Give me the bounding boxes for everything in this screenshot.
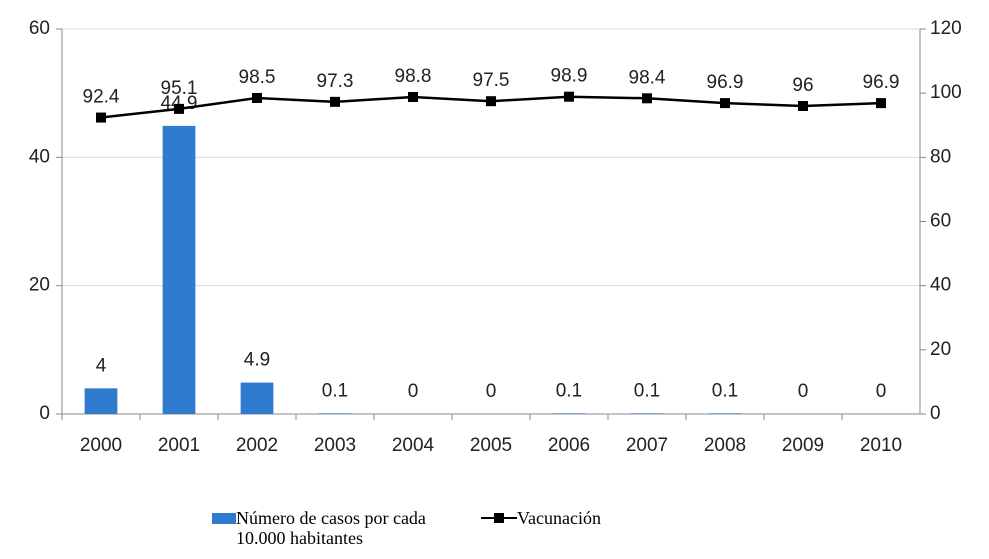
line-value-label: 95.1 — [161, 78, 198, 99]
x-tick-label: 2000 — [80, 435, 122, 456]
line-value-label: 98.4 — [629, 67, 666, 88]
line-marker — [876, 98, 886, 109]
legend-item: Vacunación — [481, 508, 601, 548]
line-marker — [798, 101, 808, 111]
x-tick-label: 2009 — [782, 435, 824, 456]
line-marker — [486, 96, 496, 107]
x-tick-label: 2002 — [236, 435, 278, 456]
y2-tick-label: 20 — [930, 339, 951, 360]
x-tick-label: 2001 — [158, 435, 200, 456]
legend-swatch — [212, 513, 236, 524]
line-value-label: 96.9 — [863, 72, 900, 93]
bar-value-label: 4.9 — [244, 350, 270, 371]
line-marker — [174, 103, 184, 114]
line-marker — [720, 98, 730, 109]
bar — [552, 413, 586, 414]
bar-value-label: 0.1 — [322, 380, 348, 401]
line-value-label: 98.5 — [239, 67, 276, 88]
y-tick-label: 60 — [29, 18, 50, 39]
line-value-label: 98.8 — [395, 66, 432, 87]
line-value-label: 98.9 — [551, 66, 588, 87]
y2-tick-label: 0 — [930, 403, 941, 424]
bar — [84, 388, 118, 414]
line-value-label: 97.5 — [473, 70, 510, 91]
legend-label: Vacunación — [517, 508, 601, 528]
bar-value-label: 0 — [876, 381, 887, 402]
bar-value-label: 0 — [798, 381, 809, 402]
y2-tick-label: 120 — [930, 18, 962, 39]
legend-label: Número de casos por cada 10.000 habitant… — [236, 508, 426, 548]
line-value-label: 92.4 — [83, 87, 120, 108]
bar-value-label: 4 — [96, 355, 107, 376]
line-marker — [642, 93, 652, 104]
x-tick-label: 2006 — [548, 435, 590, 456]
line-marker — [330, 96, 340, 107]
x-tick-label: 2005 — [470, 435, 512, 456]
y-tick-label: 40 — [29, 146, 50, 167]
bar-value-label: 0.1 — [634, 380, 660, 401]
y-tick-label: 0 — [39, 403, 50, 424]
bar — [318, 413, 352, 414]
bar — [708, 413, 742, 414]
x-tick-label: 2008 — [704, 435, 746, 456]
bar-value-label: 0.1 — [556, 380, 582, 401]
bar — [630, 413, 664, 414]
bar-value-label: 0 — [486, 381, 497, 402]
y2-tick-label: 100 — [930, 82, 962, 103]
y2-tick-label: 80 — [930, 146, 951, 167]
line-marker — [564, 91, 574, 102]
line-marker — [408, 92, 418, 103]
bar — [162, 125, 196, 415]
y2-tick-label: 40 — [930, 275, 951, 296]
x-tick-label: 2003 — [314, 435, 356, 456]
line-marker — [252, 92, 262, 103]
legend: Número de casos por cada 10.000 habitant… — [212, 508, 601, 548]
y-tick-label: 20 — [29, 275, 50, 296]
line-value-label: 96.9 — [707, 72, 744, 93]
x-tick-label: 2010 — [860, 435, 902, 456]
legend-item: Número de casos por cada 10.000 habitant… — [212, 508, 431, 548]
line-value-label: 97.3 — [317, 71, 354, 92]
bar — [240, 382, 274, 414]
legend-swatch — [481, 508, 517, 528]
x-tick-label: 2004 — [392, 435, 435, 456]
y2-tick-label: 60 — [930, 211, 951, 232]
line-marker — [96, 112, 106, 123]
x-tick-label: 2007 — [626, 435, 668, 456]
bar-value-label: 0 — [408, 381, 419, 402]
line-value-label: 96 — [792, 75, 813, 96]
bar-value-label: 0.1 — [712, 380, 738, 401]
